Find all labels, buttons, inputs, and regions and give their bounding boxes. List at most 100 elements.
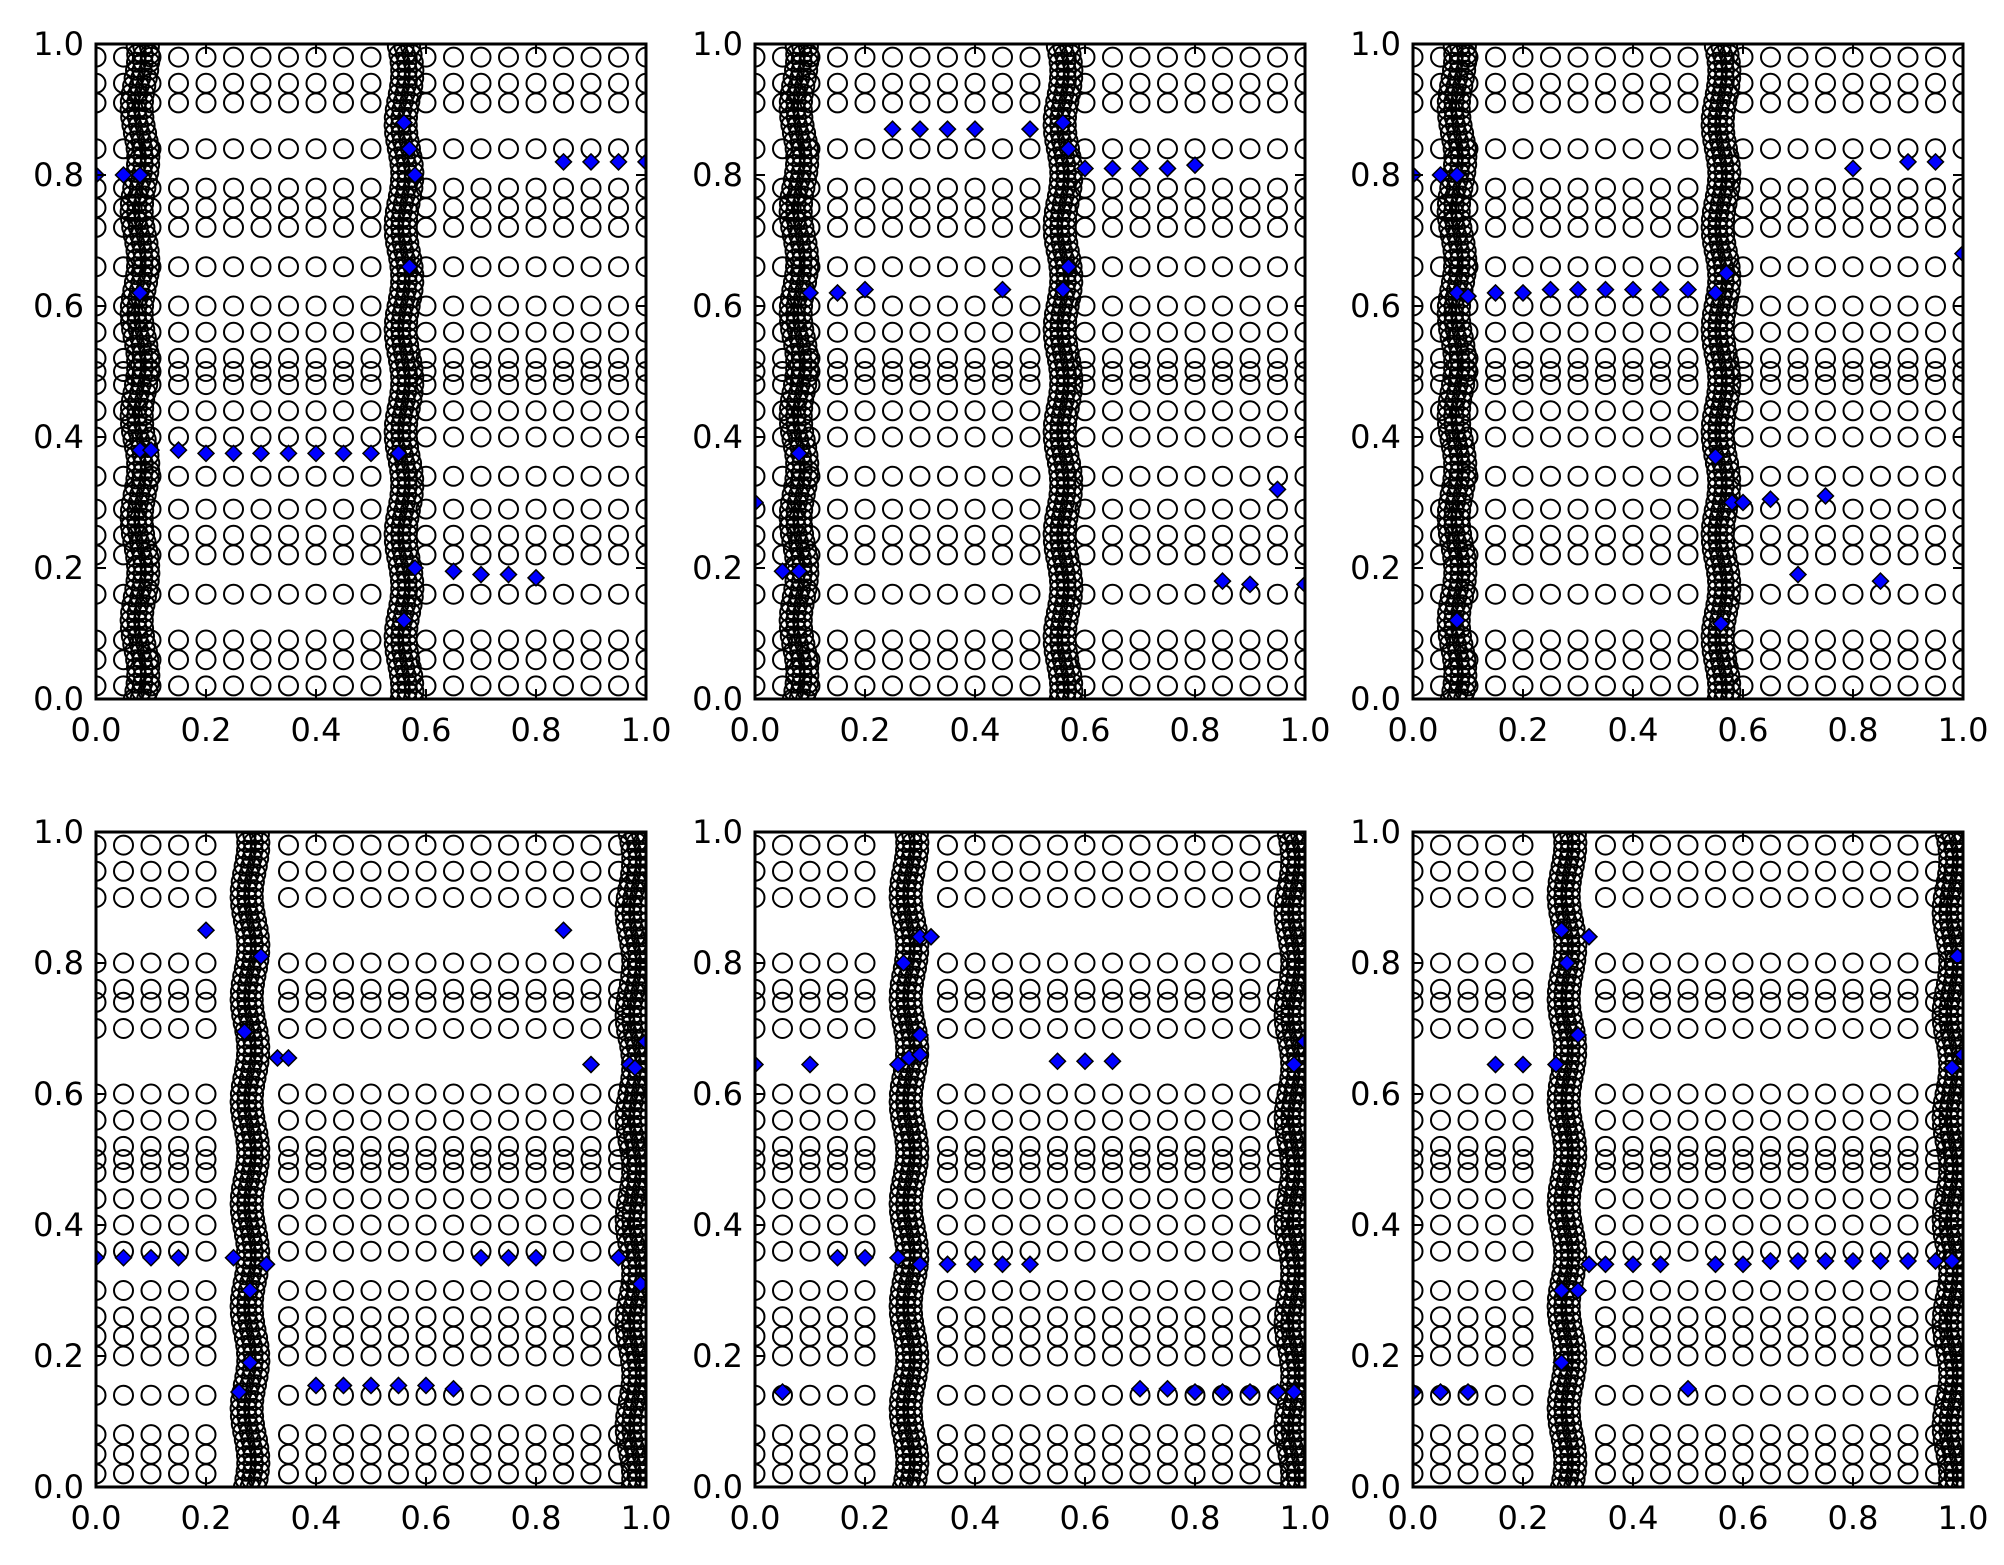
circle-point (992, 978, 1013, 1000)
circle-point (1815, 583, 1836, 605)
circle-point (1760, 347, 1781, 369)
circle-point (388, 1162, 409, 1184)
circle-point (525, 92, 547, 114)
circle-point (964, 524, 986, 546)
circle-point (964, 952, 986, 974)
circle-point (305, 1083, 327, 1105)
circle-point (168, 834, 189, 856)
circle-point (1212, 887, 1233, 908)
circle-point (1925, 629, 1946, 651)
circle-point (1129, 1345, 1151, 1367)
circle-point (1047, 1149, 1068, 1170)
circle-point (195, 1109, 217, 1131)
diamond-point (1706, 283, 1725, 302)
circle-point (1184, 138, 1206, 160)
circle-point (635, 72, 646, 94)
circle-point (854, 498, 876, 520)
circle-point (1787, 92, 1809, 114)
circle-point (755, 321, 766, 343)
circle-point (1870, 138, 1891, 160)
circle-point (937, 426, 958, 448)
circle-point (964, 138, 986, 160)
circle-point (580, 1188, 602, 1210)
circle-point (827, 374, 848, 396)
circle-point (772, 46, 793, 68)
circle-point (1019, 544, 1041, 566)
circle-point (1677, 675, 1699, 697)
circle-point (443, 1280, 464, 1301)
circle-point (525, 1018, 547, 1039)
circle-point (1760, 544, 1781, 566)
circle-point (1294, 583, 1305, 605)
circle-point (388, 860, 409, 882)
circle-point (1952, 216, 1963, 238)
circle-point (1512, 524, 1534, 546)
circle-point (168, 991, 189, 1013)
diamond-point (625, 1058, 645, 1077)
circle-point (1286, 949, 1305, 971)
circle-point (1413, 197, 1424, 219)
circle-point (113, 1325, 134, 1347)
circle-point (195, 295, 217, 317)
circle-point (1897, 465, 1919, 487)
diamond-point (334, 1376, 353, 1395)
circle-point (498, 1384, 519, 1406)
circle-point (278, 197, 299, 219)
circle-point (470, 1109, 492, 1131)
circle-point (1239, 1149, 1261, 1170)
diamond-point (1706, 447, 1725, 466)
circle-point (360, 177, 382, 199)
circle-point (360, 583, 382, 605)
circle-point (223, 46, 244, 68)
circle-point (1413, 177, 1424, 199)
circle-point (1102, 834, 1123, 856)
circle-point (498, 860, 519, 882)
circle-point (827, 465, 848, 487)
circle-point (168, 1280, 189, 1301)
circle-point (443, 465, 464, 487)
circle-point (1870, 295, 1891, 317)
circle-point (827, 216, 848, 238)
circle-point (1567, 138, 1589, 160)
circle-point (854, 1345, 876, 1367)
circle-point (1595, 321, 1616, 343)
circle-point (360, 347, 382, 369)
circle-point (1157, 583, 1178, 605)
circle-point (396, 523, 418, 545)
circle-point (964, 1188, 986, 1210)
circle-point (1787, 426, 1809, 448)
diamond-point (389, 1376, 408, 1395)
circle-point (305, 72, 327, 94)
circle-point (470, 46, 492, 68)
diamond-point (499, 565, 518, 584)
circle-point (772, 1443, 793, 1465)
circle-point (113, 1280, 134, 1301)
y-tick-label: 0.4 (33, 1206, 84, 1244)
circle-point (1047, 834, 1068, 856)
circle-point (140, 1443, 162, 1465)
circle-point (1074, 1188, 1096, 1210)
circle-point (195, 583, 217, 605)
circle-point (882, 426, 903, 448)
circle-point (1760, 400, 1781, 422)
circle-point (937, 952, 958, 974)
circle-point (1157, 1214, 1178, 1236)
circle-point (1074, 1325, 1096, 1347)
circle-point (1897, 524, 1919, 546)
circle-point (525, 347, 547, 369)
circle-point (1157, 256, 1178, 278)
circle-point (992, 887, 1013, 908)
circle-point (1870, 216, 1891, 238)
circle-point (195, 1083, 217, 1105)
circle-point (992, 400, 1013, 422)
diamond-point (1240, 575, 1260, 594)
circle-point (608, 544, 629, 566)
circle-point (827, 361, 848, 382)
circle-point (96, 138, 107, 160)
circle-point (498, 1214, 519, 1236)
circle-point (195, 649, 217, 671)
circle-point (1239, 321, 1261, 343)
circle-point (1129, 256, 1151, 278)
circle-point (964, 991, 986, 1013)
diamond-point (773, 562, 792, 581)
